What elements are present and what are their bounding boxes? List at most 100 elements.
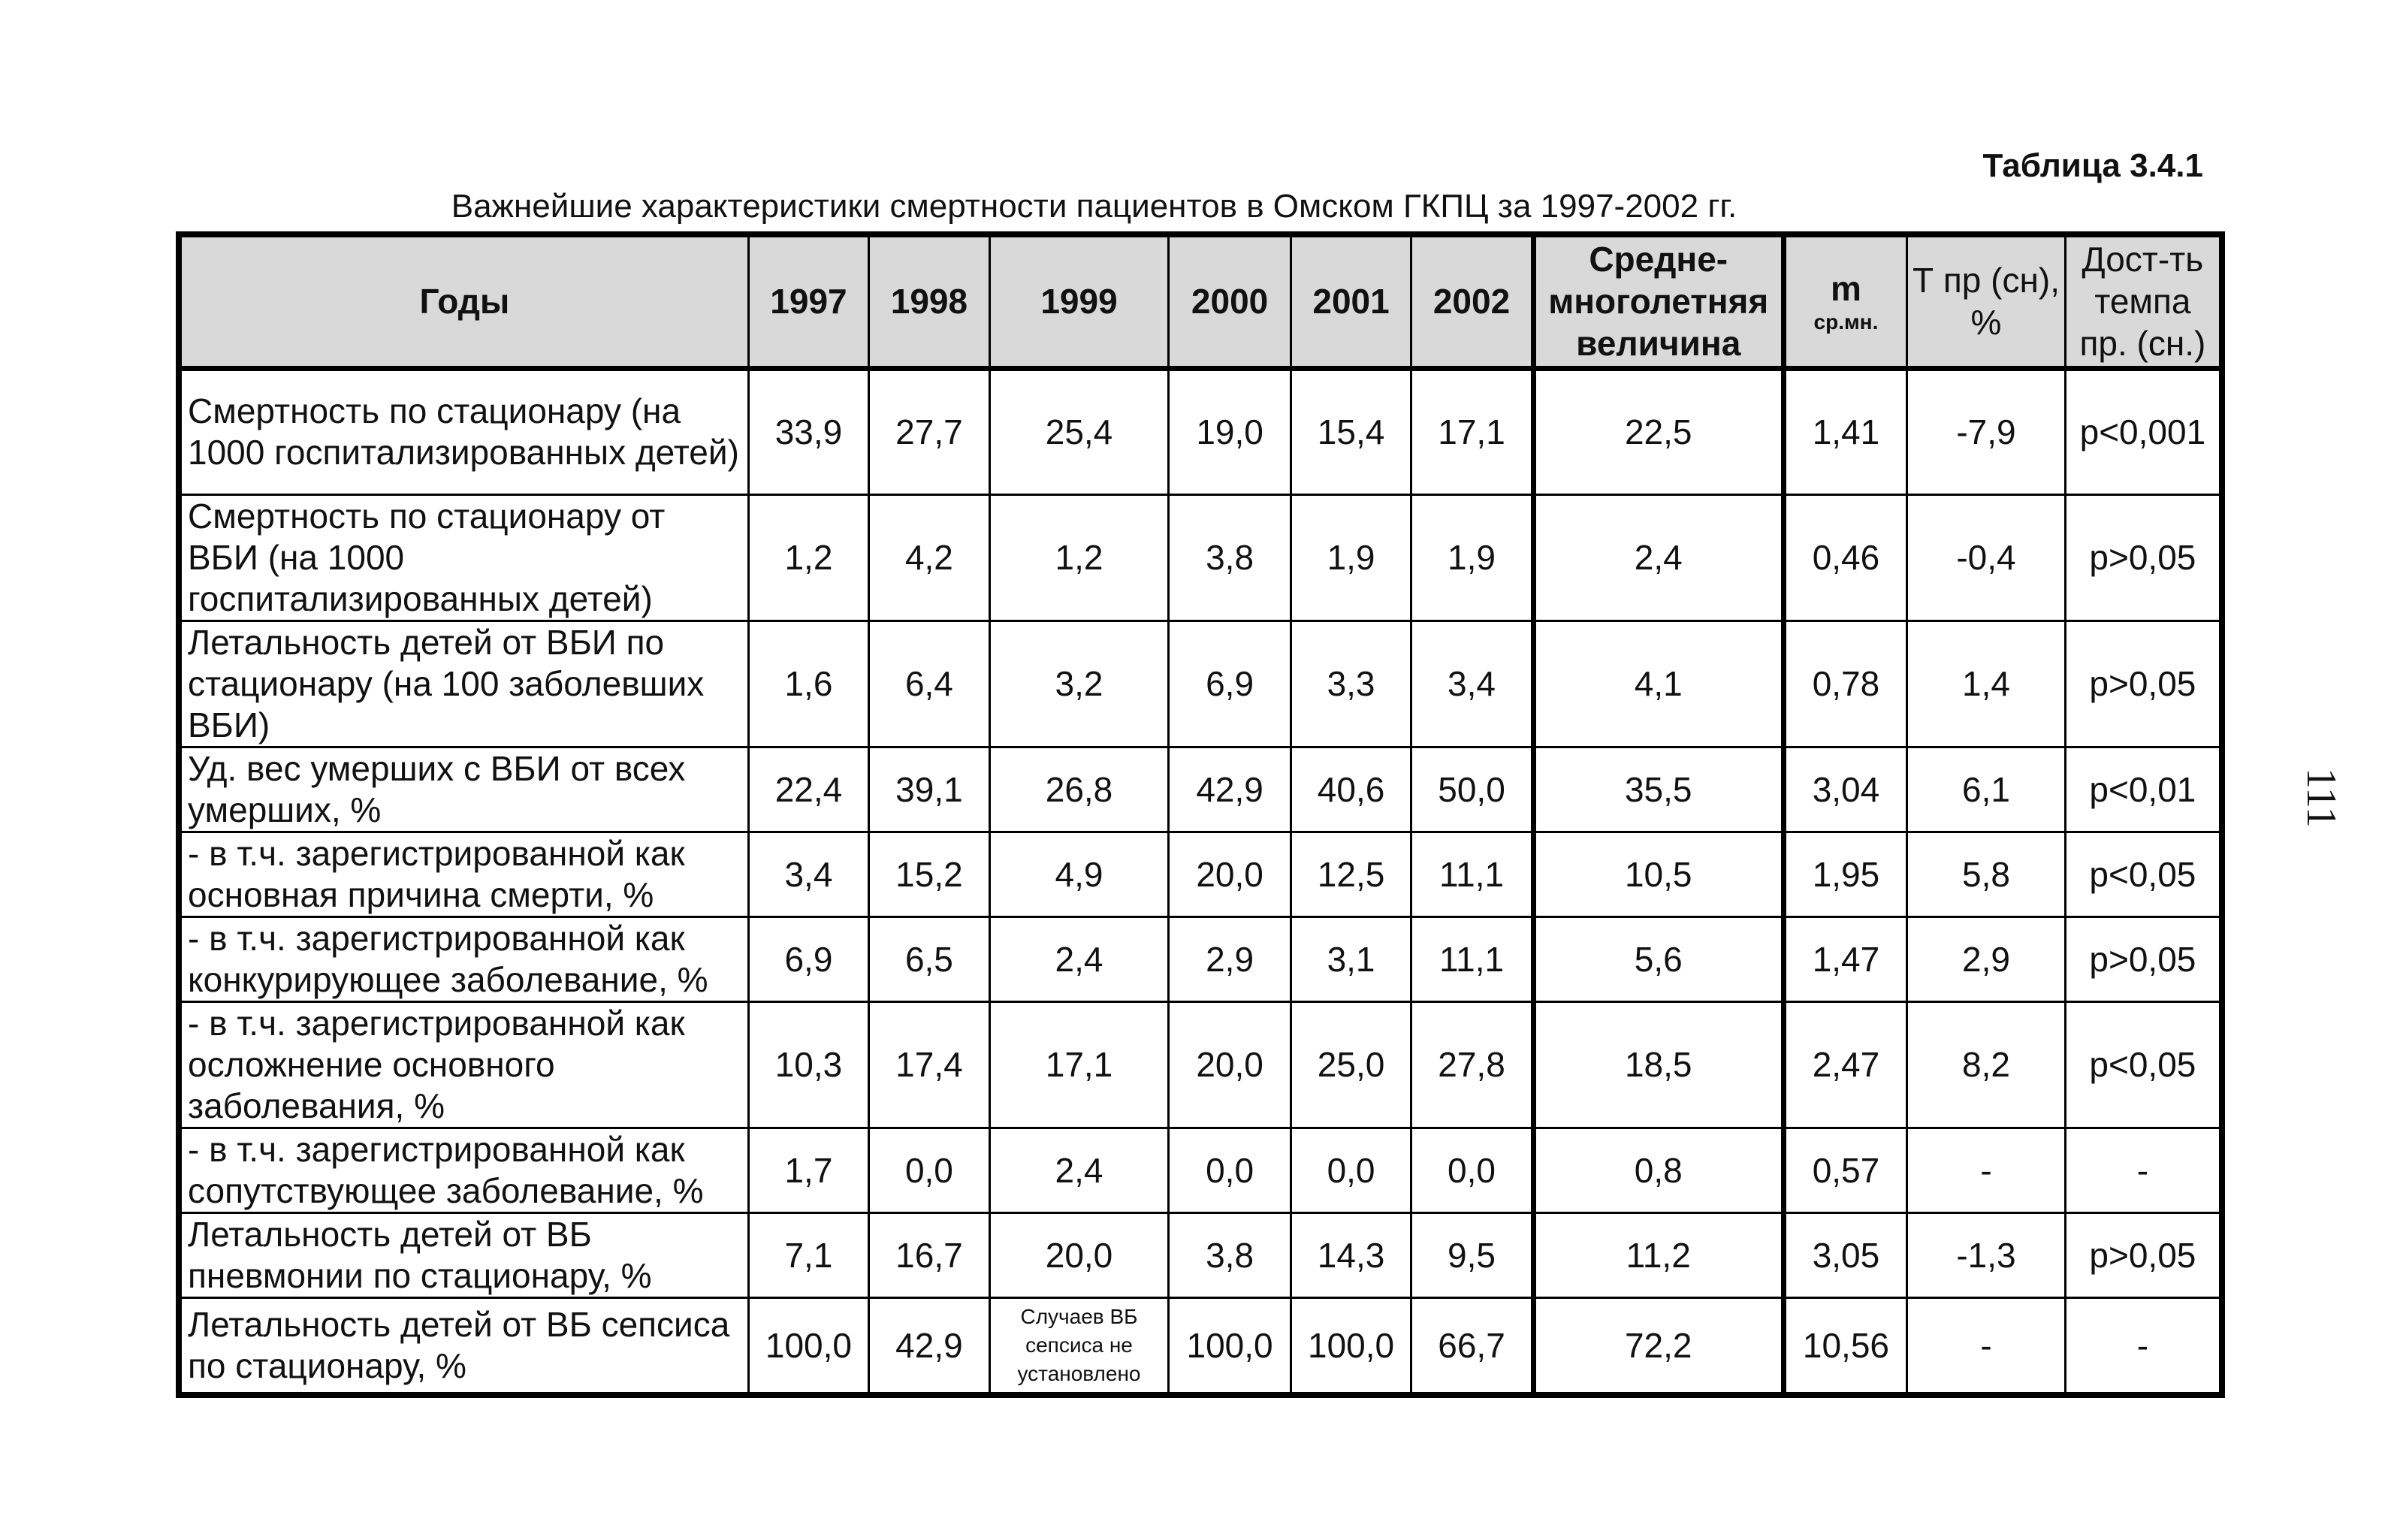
cell-y2000: 0,0 [1167,1126,1292,1214]
cell-y1998: 4,2 [868,493,991,622]
cell-sig: p>0,05 [2063,915,2223,1003]
cell-y1998: 16,7 [868,1211,991,1299]
cell-m: 3,04 [1782,745,1909,833]
row-indicator-cell: Уд. вес умерших с ВБИ от всех умерших, % [177,745,750,833]
header-indicator: Годы [177,233,750,371]
cell-y1997: 3,4 [747,830,871,918]
cell-avg: 22,5 [1532,367,1786,496]
cell-y1998: 27,7 [868,367,991,496]
cell-y1999: 20,0 [988,1211,1170,1299]
table-row: Летальность детей от ВБ сепсиса по стаци… [177,1296,2223,1397]
cell-y1998: 42,9 [868,1296,991,1397]
cell-y1999: 4,9 [988,830,1170,918]
cell-y2001: 25,0 [1289,1000,1413,1129]
header-m-label: m [1831,269,1861,309]
cell-tpr: - [1906,1296,2066,1397]
cell-sig: - [2063,1126,2223,1214]
cell-m: 10,56 [1782,1296,1909,1397]
cell-y2000: 3,8 [1167,1211,1292,1299]
table-caption: Важнейшие характеристики смертности паци… [451,188,1737,225]
cell-sig: p>0,05 [2063,493,2223,622]
header-1999: 1999 [988,233,1170,371]
cell-y2000: 2,9 [1167,915,1292,1003]
cell-y1997: 22,4 [747,745,871,833]
page-number: 111 [2297,768,2344,828]
cell-y1999: 17,1 [988,1000,1170,1129]
cell-y1997: 1,7 [747,1126,871,1214]
cell-y2002: 9,5 [1410,1211,1536,1299]
row-indicator-cell: Смертность по стационару от ВБИ (на 1000… [177,493,750,622]
cell-avg: 35,5 [1532,745,1786,833]
cell-y2001: 15,4 [1289,367,1413,496]
cell-sig: p<0,05 [2063,1000,2223,1129]
cell-sig: - [2063,1296,2223,1397]
mortality-table: Годы 1997 1998 1999 2000 2001 2002 Средн… [176,231,2225,1398]
cell-m: 1,95 [1782,830,1909,918]
cell-y2002: 27,8 [1410,1000,1536,1129]
header-significance: Дост-ть темпа пр. (сн.) [2063,233,2223,371]
cell-m: 1,41 [1782,367,1909,496]
cell-avg: 11,2 [1532,1211,1786,1299]
header-m-sub: ср.мн. [1813,310,1879,334]
table-row: Смертность по стационару от ВБИ (на 1000… [177,493,2223,622]
cell-avg: 4,1 [1532,619,1786,748]
table-row: Летальность детей от ВБИ по стационару (… [177,619,2223,748]
row-indicator-cell: Смертность по стационару (на 1000 госпит… [177,367,750,496]
cell-y2000: 3,8 [1167,493,1292,622]
cell-avg: 2,4 [1532,493,1786,622]
cell-sig: p<0,05 [2063,830,2223,918]
row-indicator-cell: - в т.ч. зарегистрированной как конкурир… [177,915,750,1003]
cell-m: 1,47 [1782,915,1909,1003]
cell-y2002: 11,1 [1410,915,1536,1003]
cell-m: 0,78 [1782,619,1909,748]
cell-y1997: 100,0 [747,1296,871,1397]
cell-y2000: 20,0 [1167,1000,1292,1129]
table-row: Летальность детей от ВБ пневмонии по ста… [177,1211,2223,1299]
header-1998: 1998 [868,233,991,371]
cell-avg: 5,6 [1532,915,1786,1003]
cell-avg: 18,5 [1532,1000,1786,1129]
cell-tpr: 6,1 [1906,745,2066,833]
cell-y2001: 1,9 [1289,493,1413,622]
row-indicator-cell: Летальность детей от ВБ сепсиса по стаци… [177,1296,750,1397]
table-row: - в т.ч. зарегистрированной как сопутств… [177,1126,2223,1214]
cell-y2002: 0,0 [1410,1126,1536,1214]
cell-y1998: 0,0 [868,1126,991,1214]
table-body: Смертность по стационару (на 1000 госпит… [177,367,2223,1397]
cell-y1999: 2,4 [988,1126,1170,1214]
header-average: Средне-многолетняя величина [1532,233,1786,371]
cell-y2000: 20,0 [1167,830,1292,918]
table-row: - в т.ч. зарегистрированной как осложнен… [177,1000,2223,1129]
row-indicator-cell: - в т.ч. зарегистрированной как осложнен… [177,1000,750,1129]
cell-tpr: -7,9 [1906,367,2066,496]
cell-y2002: 3,4 [1410,619,1536,748]
cell-y1999: 26,8 [988,745,1170,833]
cell-sig: p>0,05 [2063,619,2223,748]
cell-y2000: 19,0 [1167,367,1292,496]
row-indicator-cell: - в т.ч. зарегистрированной как основная… [177,830,750,918]
cell-avg: 10,5 [1532,830,1786,918]
row-indicator-cell: - в т.ч. зарегистрированной как сопутств… [177,1126,750,1214]
table-row: Уд. вес умерших с ВБИ от всех умерших, %… [177,745,2223,833]
cell-y1998: 39,1 [868,745,991,833]
cell-y1999: Случаев ВБ сепсиса не установлено [988,1296,1170,1397]
cell-tpr: -1,3 [1906,1211,2066,1299]
cell-y1999: 25,4 [988,367,1170,496]
header-growth-rate: Т пр (сн), % [1906,233,2066,371]
cell-y1997: 33,9 [747,367,871,496]
cell-y1998: 6,5 [868,915,991,1003]
cell-tpr: 5,8 [1906,830,2066,918]
cell-sig: p<0,001 [2063,367,2223,496]
header-2000: 2000 [1167,233,1292,371]
row-indicator-cell: Летальность детей от ВБИ по стационару (… [177,619,750,748]
cell-tpr: 8,2 [1906,1000,2066,1129]
cell-y1999: 2,4 [988,915,1170,1003]
cell-y2001: 3,1 [1289,915,1413,1003]
cell-m: 0,57 [1782,1126,1909,1214]
cell-y1999: 1,2 [988,493,1170,622]
cell-sig: p>0,05 [2063,1211,2223,1299]
row-indicator-cell: Летальность детей от ВБ пневмонии по ста… [177,1211,750,1299]
cell-tpr: 2,9 [1906,915,2066,1003]
cell-y2001: 40,6 [1289,745,1413,833]
header-2001: 2001 [1289,233,1413,371]
